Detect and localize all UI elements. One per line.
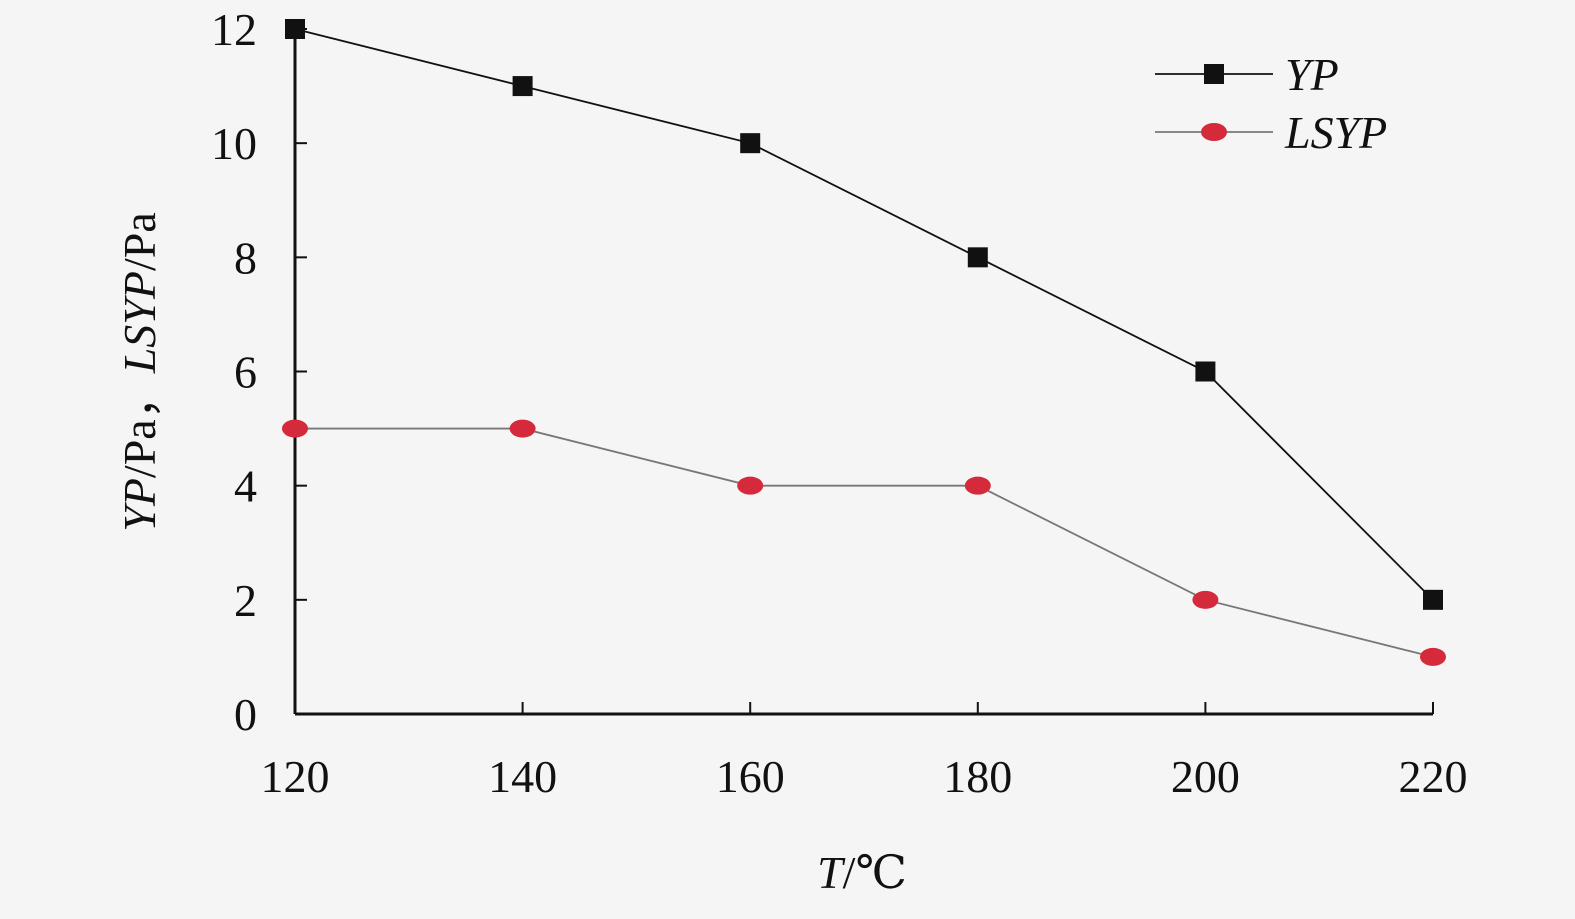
x-axis-title: T/℃ bbox=[817, 847, 907, 898]
x-tick-label: 160 bbox=[716, 751, 785, 802]
x-axis-title-unit: /℃ bbox=[843, 847, 907, 898]
x-tick-label: 140 bbox=[488, 751, 557, 802]
yp-data-point bbox=[1195, 361, 1216, 382]
yp-data-point bbox=[1423, 589, 1443, 610]
x-axis-title-symbol: T bbox=[817, 847, 846, 898]
yp-data-point bbox=[285, 19, 305, 39]
series-layer bbox=[282, 19, 1446, 666]
lsyp-series-line bbox=[295, 427, 1434, 658]
yp-legend-label: YP bbox=[1285, 49, 1339, 100]
lsyp-data-point bbox=[737, 476, 764, 495]
yp-series-line bbox=[294, 28, 1434, 601]
lsyp-data-point bbox=[1192, 590, 1219, 609]
y-tick-label: 0 bbox=[234, 689, 257, 740]
y-tick-label: 6 bbox=[234, 347, 257, 398]
lsyp-data-point bbox=[509, 419, 536, 438]
legend: YP LSYP bbox=[1155, 49, 1387, 158]
yp-data-point bbox=[967, 247, 988, 268]
y-axis-title-lsyp: LSYP bbox=[114, 271, 165, 374]
lsyp-legend-marker bbox=[1201, 123, 1227, 141]
series-lsyp bbox=[282, 419, 1446, 666]
y-tick-label: 8 bbox=[234, 232, 257, 283]
y-tick-label: 12 bbox=[211, 4, 257, 55]
y-axis-title-yp: YP bbox=[114, 478, 165, 532]
y-tick-label: 4 bbox=[234, 461, 257, 512]
x-tick-label: 180 bbox=[943, 751, 1012, 802]
yp-data-point bbox=[512, 76, 533, 97]
yp-legend-marker bbox=[1204, 64, 1224, 84]
yp-data-point bbox=[740, 133, 761, 154]
lsyp-legend-label: LSYP bbox=[1284, 107, 1387, 158]
x-tick-label: 220 bbox=[1399, 751, 1468, 802]
y-ticks: 0 2 4 6 8 10 12 bbox=[211, 4, 307, 740]
y-axis-title-lsyp-unit: /Pa bbox=[114, 212, 165, 271]
lsyp-data-point bbox=[1420, 647, 1446, 666]
y-tick-label: 2 bbox=[234, 575, 257, 626]
x-ticks: 120 140 160 180 200 220 bbox=[261, 702, 1468, 802]
x-tick-label: 120 bbox=[261, 751, 330, 802]
y-axis-title-yp-unit: /Pa， bbox=[114, 373, 165, 478]
y-axis-title: YP/Pa，LSYP/Pa bbox=[114, 212, 165, 532]
y-tick-label: 10 bbox=[211, 118, 257, 169]
series-yp bbox=[285, 19, 1443, 610]
lsyp-data-point bbox=[282, 419, 308, 438]
x-tick-label: 200 bbox=[1171, 751, 1240, 802]
lsyp-data-point bbox=[964, 476, 991, 495]
